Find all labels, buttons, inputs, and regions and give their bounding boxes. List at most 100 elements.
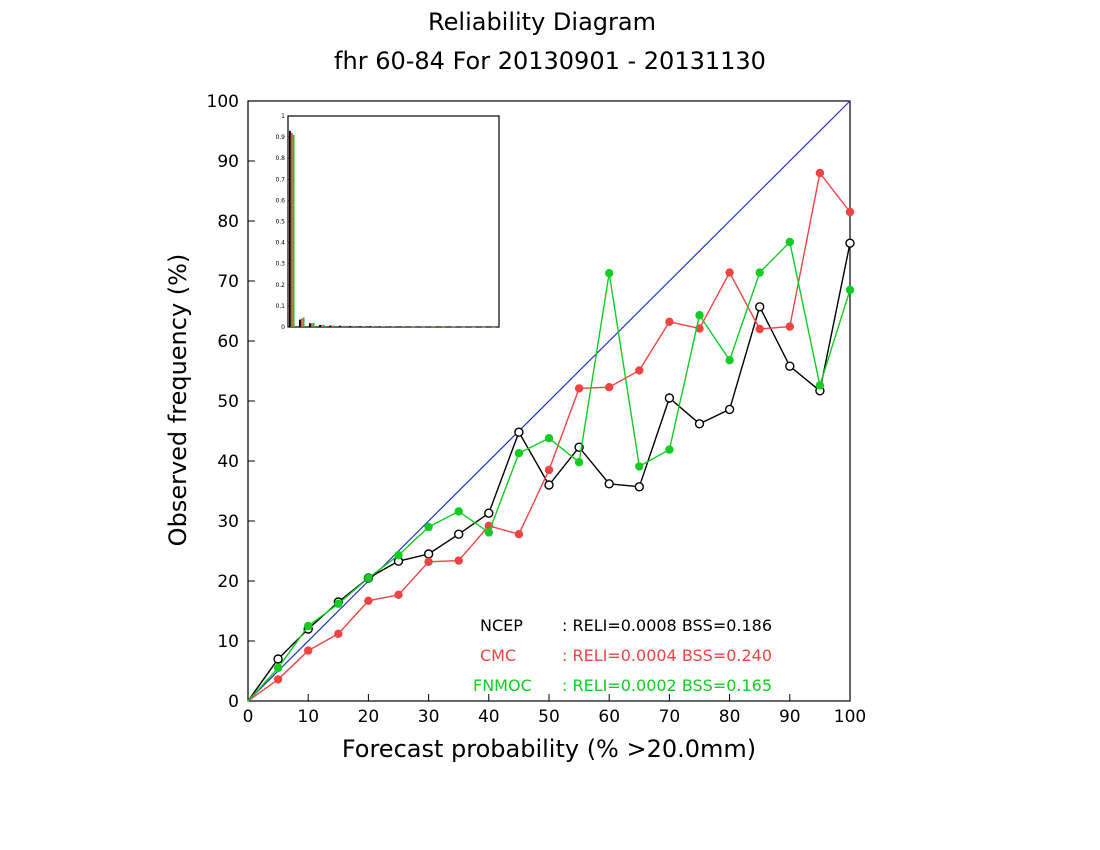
y-tick-label: 20	[217, 572, 239, 592]
inset-bar-ncep	[409, 326, 412, 328]
inset-bar-cmc	[381, 326, 384, 327]
inset-tick-label: 1	[281, 113, 285, 120]
data-point-cmc	[334, 629, 343, 638]
inset-bar-cmc	[351, 325, 353, 327]
data-point-ncep	[514, 427, 524, 437]
data-point-fnmoc	[695, 311, 704, 320]
inset-bar-cmc	[320, 324, 323, 327]
inset-tick-label: 0.9	[275, 134, 285, 141]
inset-bar-cmc	[290, 132, 293, 327]
data-point-cmc	[394, 590, 403, 599]
legend-ncep-stats: : RELI=0.0008 BSS=0.186	[562, 616, 772, 635]
data-point-cmc	[364, 596, 373, 605]
data-point-fnmoc	[454, 507, 463, 516]
series-fnmoc	[247, 237, 855, 702]
data-point-fnmoc	[725, 356, 734, 365]
legend-fnmoc-stats: : RELI=0.0002 BSS=0.165	[562, 676, 772, 695]
inset-tick-label: 0.3	[275, 261, 285, 268]
data-point-cmc	[424, 557, 433, 566]
x-tick-label: 30	[418, 707, 440, 727]
inset-bar-ncep	[479, 326, 482, 328]
y-tick-label: 90	[217, 152, 239, 172]
y-tick-label: 70	[217, 272, 239, 292]
inset-bar-fnmoc	[463, 326, 466, 328]
data-point-fnmoc	[785, 237, 794, 247]
inset-bar-fnmoc	[332, 325, 335, 327]
inset-bar-fnmoc	[322, 324, 325, 327]
inset-bar-cmc	[371, 326, 374, 327]
data-point-ncep	[785, 361, 795, 371]
data-point-cmc	[725, 268, 734, 277]
inset-bar-cmc	[331, 325, 333, 327]
inset-tick-label: 0	[281, 324, 285, 331]
inset-bar-ncep	[469, 326, 472, 328]
data-point-fnmoc	[304, 621, 313, 631]
data-point-ncep	[544, 480, 554, 490]
inset-bar-ncep	[359, 326, 362, 327]
data-point-ncep	[694, 419, 705, 429]
data-point-fnmoc	[755, 268, 764, 277]
data-point-ncep	[454, 529, 464, 539]
inset-bar-cmc	[491, 326, 494, 328]
x-axis: 0 10 20 30 40 50 60 70 80 90 100	[243, 694, 866, 727]
data-point-ncep	[634, 482, 644, 492]
inset-bar-ncep	[369, 326, 372, 327]
data-point-fnmoc	[544, 434, 554, 443]
inset-bar-fnmoc	[373, 326, 375, 327]
data-point-cmc	[514, 530, 524, 539]
data-point-cmc	[574, 384, 584, 393]
chart-title: Reliability Diagram	[428, 8, 656, 36]
data-point-fnmoc	[635, 462, 644, 471]
inset-bar-fnmoc	[363, 326, 365, 327]
inset-bar-ncep	[329, 325, 332, 327]
x-tick-label: 80	[719, 707, 741, 727]
inset-bar-cmc	[361, 326, 364, 327]
y-tick-label: 10	[217, 632, 239, 652]
x-tick-label: 90	[779, 707, 801, 727]
data-point-cmc	[304, 646, 313, 655]
data-point-cmc	[665, 317, 674, 326]
data-point-fnmoc	[364, 573, 373, 583]
data-point-fnmoc	[484, 528, 493, 537]
data-point-cmc	[845, 207, 855, 217]
legend-fnmoc-name: FNMOC	[473, 676, 532, 695]
inset-bar-ncep	[449, 326, 452, 328]
inset-bar-ncep	[459, 326, 462, 328]
inset-bar-fnmoc	[423, 326, 426, 328]
inset-bar-fnmoc	[443, 326, 446, 328]
data-point-fnmoc	[514, 449, 524, 458]
inset-bar-fnmoc	[383, 326, 385, 327]
inset-tick-label: 0.4	[275, 240, 285, 247]
series-layer	[247, 168, 855, 702]
data-point-cmc	[273, 675, 283, 684]
data-point-fnmoc	[574, 458, 584, 467]
data-point-fnmoc	[424, 522, 433, 532]
x-tick-label: 10	[297, 707, 319, 727]
x-tick-label: 20	[358, 707, 380, 727]
inset-bar-cmc	[431, 326, 434, 328]
legend-ncep-name: NCEP	[480, 616, 523, 635]
inset-bar-fnmoc	[473, 326, 476, 328]
inset-frame	[287, 115, 500, 328]
data-point-cmc	[635, 366, 644, 375]
data-point-ncep	[724, 404, 735, 415]
x-tick-label: 0	[243, 707, 254, 727]
legend-cmc-name: CMC	[480, 646, 516, 665]
data-point-cmc	[815, 168, 825, 178]
inset-bar-ncep	[299, 319, 301, 327]
inset-bar-fnmoc	[433, 326, 436, 328]
legend: NCEP : RELI=0.0008 BSS=0.186 CMC : RELI=…	[473, 616, 772, 695]
data-point-ncep	[845, 238, 855, 248]
inset-tick-label: 0.2	[275, 282, 285, 289]
inset-bar-cmc	[411, 326, 414, 328]
inset-tick-label: 0.6	[275, 197, 285, 204]
data-point-cmc	[755, 324, 764, 334]
data-point-cmc	[544, 465, 554, 475]
inset-tick-label: 0.8	[275, 155, 285, 162]
inset-bar-ncep	[349, 325, 352, 327]
inset-bar-cmc	[401, 326, 404, 327]
inset-histogram	[289, 130, 496, 328]
inset-bar-cmc	[300, 318, 303, 327]
perfect-reliability-line	[247, 100, 851, 702]
y-tick-label: 0	[228, 692, 239, 712]
